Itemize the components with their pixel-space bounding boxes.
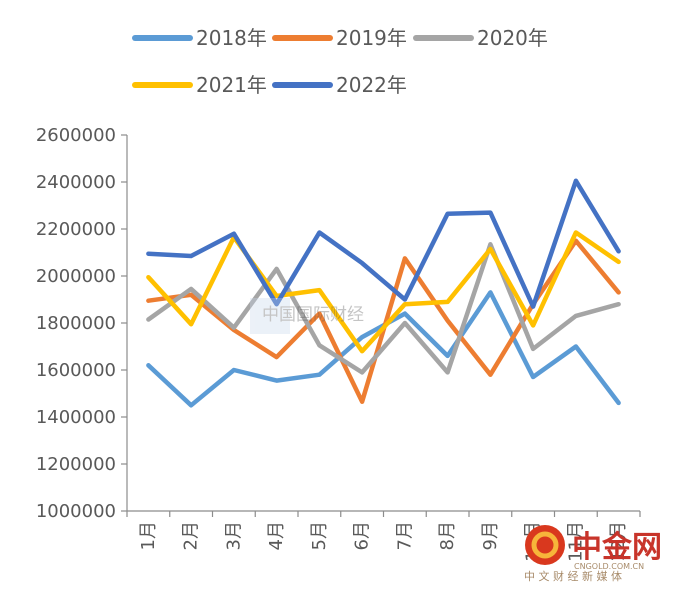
x-tick-label: 2月 bbox=[181, 521, 202, 550]
y-axis: 1000000 1200000 1400000 1600000 1800000 20000… bbox=[36, 125, 128, 522]
y-tick-label: 2000000 bbox=[36, 266, 116, 287]
legend-label-2021年: 2021年 bbox=[196, 73, 267, 97]
y-tick-label: 1600000 bbox=[36, 360, 116, 381]
y-tick-label: 1000000 bbox=[36, 501, 116, 522]
watermark-center-text: 中国国际财经 bbox=[262, 305, 364, 325]
series-line-2020年 bbox=[146, 242, 621, 375]
series-line-2021年 bbox=[146, 230, 621, 354]
logo-emblem-icon bbox=[525, 525, 565, 565]
legend-label-2022年: 2022年 bbox=[336, 73, 407, 97]
x-tick-label: 8月 bbox=[437, 521, 458, 550]
watermark-block bbox=[250, 298, 290, 334]
x-tick-label: 4月 bbox=[266, 521, 287, 550]
y-tick-label: 2200000 bbox=[36, 219, 116, 240]
y-tick-label: 1200000 bbox=[36, 454, 116, 475]
y-tick-label: 1800000 bbox=[36, 313, 116, 334]
legend-label-2019年: 2019年 bbox=[336, 26, 407, 50]
x-tick-label: 6月 bbox=[352, 521, 373, 550]
logo-url-text: CNGOLD.COM.CN bbox=[574, 562, 644, 571]
x-tick-label: 1月 bbox=[138, 521, 159, 550]
legend: 2018年 2019年 2020年 2021年 2022年 bbox=[132, 26, 548, 97]
y-tick-label: 2400000 bbox=[36, 172, 116, 193]
logo-tagline: 中 文 财 经 新 媒 体 bbox=[524, 569, 622, 583]
logo-text: 中金网 bbox=[572, 530, 662, 565]
series-line-2022年 bbox=[146, 178, 621, 309]
x-tick-label: 12月 bbox=[608, 521, 629, 562]
legend-label-2018年: 2018年 bbox=[196, 26, 267, 50]
x-tick-label: 11月 bbox=[565, 521, 586, 562]
legend-label-2020年: 2020年 bbox=[477, 26, 548, 50]
logo-emblem-ring bbox=[531, 531, 559, 559]
watermark-logo: 中金网 CNGOLD.COM.CN 中 文 财 经 新 媒 体 bbox=[524, 525, 662, 583]
plot-area bbox=[146, 178, 621, 408]
x-tick-label: 9月 bbox=[480, 521, 501, 550]
x-tick-label: 7月 bbox=[394, 521, 415, 550]
y-tick-label: 2600000 bbox=[36, 125, 116, 146]
watermark-center: 中国国际财经 bbox=[250, 298, 364, 334]
x-tick-label: 3月 bbox=[223, 521, 244, 550]
x-tick-label: 5月 bbox=[309, 521, 330, 550]
y-tick-label: 1400000 bbox=[36, 407, 116, 428]
